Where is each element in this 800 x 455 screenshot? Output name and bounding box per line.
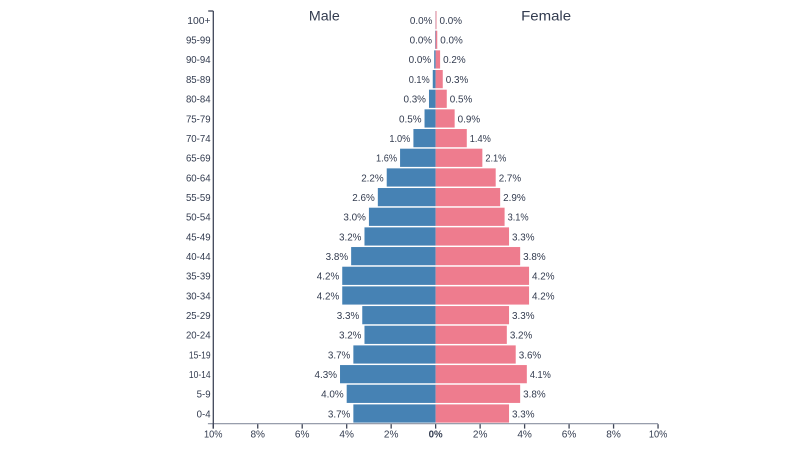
svg-text:15-19: 15-19 bbox=[189, 350, 211, 361]
svg-text:3.2%: 3.2% bbox=[339, 331, 362, 342]
svg-text:10%: 10% bbox=[204, 430, 222, 441]
svg-text:1.0%: 1.0% bbox=[389, 134, 410, 145]
svg-text:0.0%: 0.0% bbox=[410, 36, 433, 47]
svg-text:4.3%: 4.3% bbox=[315, 370, 338, 381]
svg-text:55-59: 55-59 bbox=[186, 193, 211, 204]
svg-text:3.3%: 3.3% bbox=[337, 311, 360, 322]
svg-text:35-39: 35-39 bbox=[186, 272, 211, 283]
svg-text:10%: 10% bbox=[649, 430, 667, 441]
svg-text:3.3%: 3.3% bbox=[512, 409, 535, 420]
svg-text:3.2%: 3.2% bbox=[339, 232, 362, 243]
svg-text:25-29: 25-29 bbox=[186, 311, 211, 322]
svg-text:Female: Female bbox=[521, 8, 571, 24]
svg-text:0.1%: 0.1% bbox=[409, 75, 430, 86]
svg-text:45-49: 45-49 bbox=[186, 232, 211, 243]
svg-text:75-79: 75-79 bbox=[186, 114, 211, 125]
svg-text:40-44: 40-44 bbox=[186, 252, 211, 263]
svg-text:3.8%: 3.8% bbox=[523, 390, 546, 401]
svg-text:4%: 4% bbox=[517, 430, 532, 441]
svg-text:0.3%: 0.3% bbox=[403, 95, 426, 106]
svg-text:5-9: 5-9 bbox=[197, 390, 211, 401]
svg-text:50-54: 50-54 bbox=[186, 213, 211, 224]
svg-text:0.5%: 0.5% bbox=[450, 95, 473, 106]
svg-text:30-34: 30-34 bbox=[186, 291, 211, 302]
svg-text:60-64: 60-64 bbox=[186, 173, 211, 184]
svg-text:2%: 2% bbox=[384, 430, 399, 441]
svg-text:0.5%: 0.5% bbox=[399, 114, 422, 125]
svg-text:6%: 6% bbox=[295, 430, 310, 441]
svg-text:4.2%: 4.2% bbox=[317, 272, 340, 283]
svg-text:3.6%: 3.6% bbox=[519, 350, 542, 361]
svg-text:70-74: 70-74 bbox=[186, 134, 211, 145]
svg-text:0%: 0% bbox=[429, 430, 443, 441]
svg-text:8%: 8% bbox=[606, 430, 621, 441]
svg-text:2.2%: 2.2% bbox=[361, 173, 384, 184]
svg-text:0-4: 0-4 bbox=[197, 409, 211, 420]
svg-text:2%: 2% bbox=[473, 430, 488, 441]
svg-text:0.0%: 0.0% bbox=[440, 36, 463, 47]
svg-text:2.9%: 2.9% bbox=[503, 193, 526, 204]
svg-text:0.9%: 0.9% bbox=[458, 114, 481, 125]
svg-text:0.2%: 0.2% bbox=[443, 55, 466, 66]
svg-text:10-14: 10-14 bbox=[189, 370, 211, 381]
svg-text:1.6%: 1.6% bbox=[376, 154, 397, 165]
svg-text:Male: Male bbox=[309, 8, 340, 24]
svg-text:3.3%: 3.3% bbox=[512, 232, 535, 243]
svg-text:1.4%: 1.4% bbox=[470, 134, 491, 145]
svg-text:85-89: 85-89 bbox=[186, 75, 211, 86]
svg-text:95-99: 95-99 bbox=[186, 36, 211, 47]
svg-text:3.2%: 3.2% bbox=[510, 331, 533, 342]
svg-text:4.2%: 4.2% bbox=[532, 291, 555, 302]
svg-text:0.3%: 0.3% bbox=[446, 75, 469, 86]
svg-text:2.1%: 2.1% bbox=[485, 154, 506, 165]
svg-text:3.3%: 3.3% bbox=[512, 311, 535, 322]
svg-text:0.0%: 0.0% bbox=[440, 16, 463, 27]
svg-text:100+: 100+ bbox=[187, 16, 210, 27]
svg-text:4.0%: 4.0% bbox=[321, 390, 344, 401]
svg-text:4%: 4% bbox=[339, 430, 354, 441]
svg-text:4.1%: 4.1% bbox=[530, 370, 551, 381]
svg-text:3.8%: 3.8% bbox=[523, 252, 546, 263]
svg-text:90-94: 90-94 bbox=[186, 55, 211, 66]
svg-text:0.0%: 0.0% bbox=[409, 55, 432, 66]
svg-text:65-69: 65-69 bbox=[186, 154, 211, 165]
svg-text:3.7%: 3.7% bbox=[328, 409, 351, 420]
svg-text:8%: 8% bbox=[250, 430, 265, 441]
svg-text:80-84: 80-84 bbox=[186, 95, 211, 106]
svg-text:20-24: 20-24 bbox=[186, 331, 211, 342]
svg-text:4.2%: 4.2% bbox=[317, 291, 340, 302]
svg-text:3.8%: 3.8% bbox=[326, 252, 349, 263]
svg-text:3.0%: 3.0% bbox=[343, 213, 366, 224]
svg-text:2.7%: 2.7% bbox=[499, 173, 522, 184]
svg-text:6%: 6% bbox=[562, 430, 577, 441]
svg-text:4.2%: 4.2% bbox=[532, 272, 555, 283]
svg-text:0.0%: 0.0% bbox=[410, 16, 433, 27]
svg-text:3.7%: 3.7% bbox=[328, 350, 351, 361]
svg-text:2.6%: 2.6% bbox=[352, 193, 375, 204]
svg-text:3.1%: 3.1% bbox=[508, 213, 529, 224]
